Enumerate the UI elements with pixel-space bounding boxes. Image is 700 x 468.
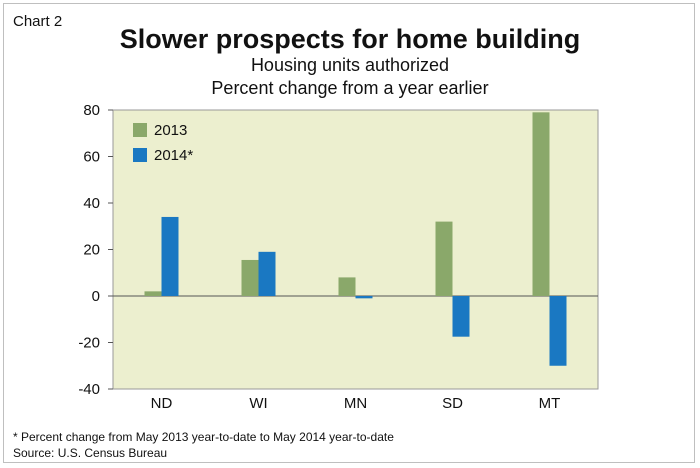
bar-series2-wi — [258, 251, 276, 296]
bar-series2-mt — [549, 296, 567, 366]
legend-label: 2013 — [154, 122, 187, 139]
source-note: Source: U.S. Census Bureau — [13, 446, 168, 460]
bar-series1-sd — [435, 221, 453, 296]
chart-subtitle-line1: Housing units authorized — [250, 55, 450, 75]
y-tick-label: 40 — [83, 195, 100, 212]
y-tick-label: -20 — [78, 335, 100, 352]
bar-series1-mn — [338, 277, 356, 296]
legend-swatch — [133, 123, 147, 137]
x-tick-label: ND — [151, 395, 173, 412]
bar-series2-mn — [355, 296, 373, 299]
chart-title: Slower prospects for home building — [119, 24, 581, 54]
x-tick-label: MT — [539, 395, 561, 412]
bar-series2-sd — [452, 296, 470, 337]
chart-subtitle-line2: Percent change from a year earlier — [211, 78, 489, 98]
y-tick-label: 0 — [92, 288, 100, 305]
legend-label: 2014* — [154, 147, 193, 164]
y-tick-label: 60 — [83, 149, 100, 166]
x-tick-label: WI — [249, 395, 267, 412]
bar-series2-nd — [161, 216, 179, 296]
y-tick-label: 80 — [83, 102, 100, 119]
y-tick-label: 20 — [83, 242, 100, 259]
bar-series1-nd — [144, 291, 162, 296]
bar-series1-mt — [532, 112, 550, 296]
x-tick-label: MN — [344, 395, 367, 412]
legend-swatch — [133, 148, 147, 162]
x-tick-label: SD — [442, 395, 463, 412]
bar-series1-wi — [241, 259, 259, 296]
footnote: * Percent change from May 2013 year-to-d… — [13, 430, 394, 444]
chart-tag: Chart 2 — [13, 13, 63, 30]
chart-frame — [3, 3, 695, 463]
y-tick-label: -40 — [78, 381, 100, 398]
